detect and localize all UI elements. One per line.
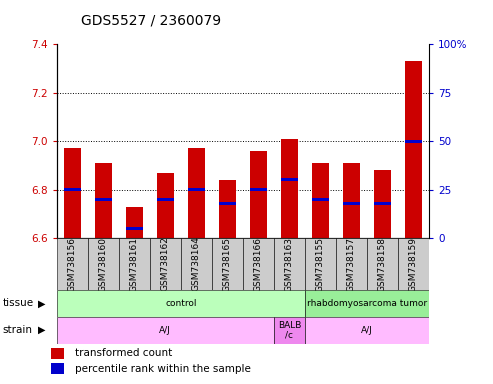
Text: GSM738163: GSM738163 <box>285 237 294 291</box>
Text: ▶: ▶ <box>38 298 45 308</box>
Bar <box>250 151 267 238</box>
Bar <box>374 170 391 238</box>
FancyBboxPatch shape <box>398 238 429 290</box>
Bar <box>95 163 112 238</box>
Bar <box>64 188 81 191</box>
FancyBboxPatch shape <box>305 238 336 290</box>
Text: GSM738165: GSM738165 <box>223 237 232 291</box>
Bar <box>343 163 360 238</box>
Bar <box>157 173 174 238</box>
Text: GDS5527 / 2360079: GDS5527 / 2360079 <box>81 13 221 27</box>
Bar <box>405 61 422 238</box>
Text: GSM738164: GSM738164 <box>192 237 201 291</box>
Text: GSM738155: GSM738155 <box>316 237 325 291</box>
Text: control: control <box>165 299 197 308</box>
Text: strain: strain <box>2 325 33 335</box>
FancyBboxPatch shape <box>274 238 305 290</box>
FancyBboxPatch shape <box>274 317 305 344</box>
Text: GSM738160: GSM738160 <box>99 237 108 291</box>
Bar <box>374 202 391 205</box>
Bar <box>51 363 65 374</box>
Bar <box>281 179 298 181</box>
Bar <box>95 198 112 201</box>
Text: tissue: tissue <box>2 298 34 308</box>
FancyBboxPatch shape <box>88 238 119 290</box>
Text: GSM738159: GSM738159 <box>409 237 418 291</box>
Bar <box>188 188 205 191</box>
Text: percentile rank within the sample: percentile rank within the sample <box>75 364 251 374</box>
FancyBboxPatch shape <box>57 290 305 317</box>
Bar <box>64 148 81 238</box>
Text: A/J: A/J <box>361 326 373 335</box>
Bar <box>312 163 329 238</box>
Bar <box>126 207 143 238</box>
Text: A/J: A/J <box>159 326 171 335</box>
FancyBboxPatch shape <box>305 317 429 344</box>
Bar <box>188 148 205 238</box>
Bar <box>219 180 236 238</box>
FancyBboxPatch shape <box>57 317 274 344</box>
Bar <box>157 198 174 201</box>
Text: BALB
/c: BALB /c <box>278 321 301 340</box>
Text: GSM738156: GSM738156 <box>68 237 77 291</box>
Bar <box>405 140 422 142</box>
Bar <box>219 202 236 205</box>
Text: GSM738161: GSM738161 <box>130 237 139 291</box>
FancyBboxPatch shape <box>57 238 88 290</box>
Bar <box>312 198 329 201</box>
Bar <box>343 202 360 205</box>
FancyBboxPatch shape <box>243 238 274 290</box>
Bar <box>51 348 65 359</box>
Text: ▶: ▶ <box>38 325 45 335</box>
Text: GSM738158: GSM738158 <box>378 237 387 291</box>
FancyBboxPatch shape <box>181 238 212 290</box>
FancyBboxPatch shape <box>336 238 367 290</box>
Text: GSM738157: GSM738157 <box>347 237 356 291</box>
FancyBboxPatch shape <box>367 238 398 290</box>
Text: GSM738166: GSM738166 <box>254 237 263 291</box>
Text: transformed count: transformed count <box>75 348 173 358</box>
Bar <box>250 188 267 191</box>
FancyBboxPatch shape <box>305 290 429 317</box>
FancyBboxPatch shape <box>150 238 181 290</box>
Text: rhabdomyosarcoma tumor: rhabdomyosarcoma tumor <box>307 299 427 308</box>
Text: GSM738162: GSM738162 <box>161 237 170 291</box>
FancyBboxPatch shape <box>212 238 243 290</box>
Bar <box>281 139 298 238</box>
Bar <box>126 227 143 230</box>
FancyBboxPatch shape <box>119 238 150 290</box>
